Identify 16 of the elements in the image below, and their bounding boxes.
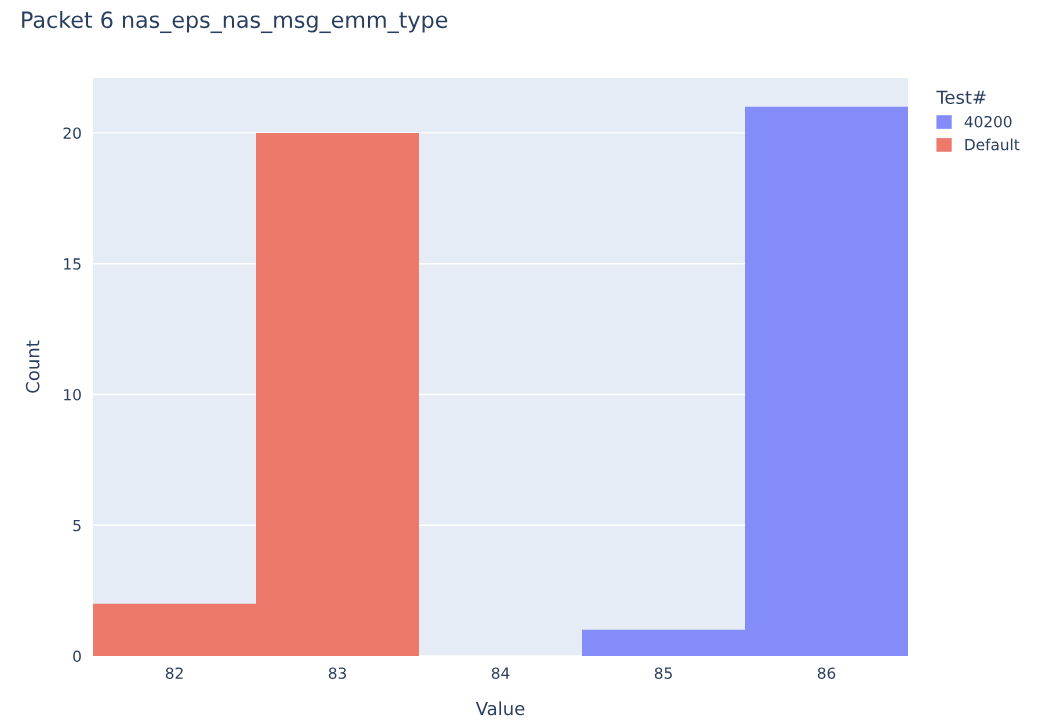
legend-title: Test# [936, 90, 986, 105]
legend-label: 40200 [964, 115, 1012, 128]
y-tick-label: 0 [73, 650, 81, 663]
y-tick-label: 5 [73, 519, 81, 532]
y-tick-label: 10 [64, 388, 81, 401]
x-axis-title: Value [475, 701, 525, 716]
y-tick-label: 15 [64, 258, 81, 270]
x-tick-label: 86 [817, 667, 836, 679]
chart-title: Packet 6 nas_eps_nas_msg_emm_type [22, 10, 448, 34]
legend-label: Default [965, 138, 1020, 151]
x-tick-label: 84 [491, 667, 510, 679]
y-axis-title: Count [25, 340, 40, 393]
x-tick-label: 85 [654, 667, 672, 679]
x-tick-label: 82 [165, 667, 183, 679]
y-tick-label: 20 [63, 127, 81, 139]
x-tick-label: 83 [328, 667, 346, 679]
